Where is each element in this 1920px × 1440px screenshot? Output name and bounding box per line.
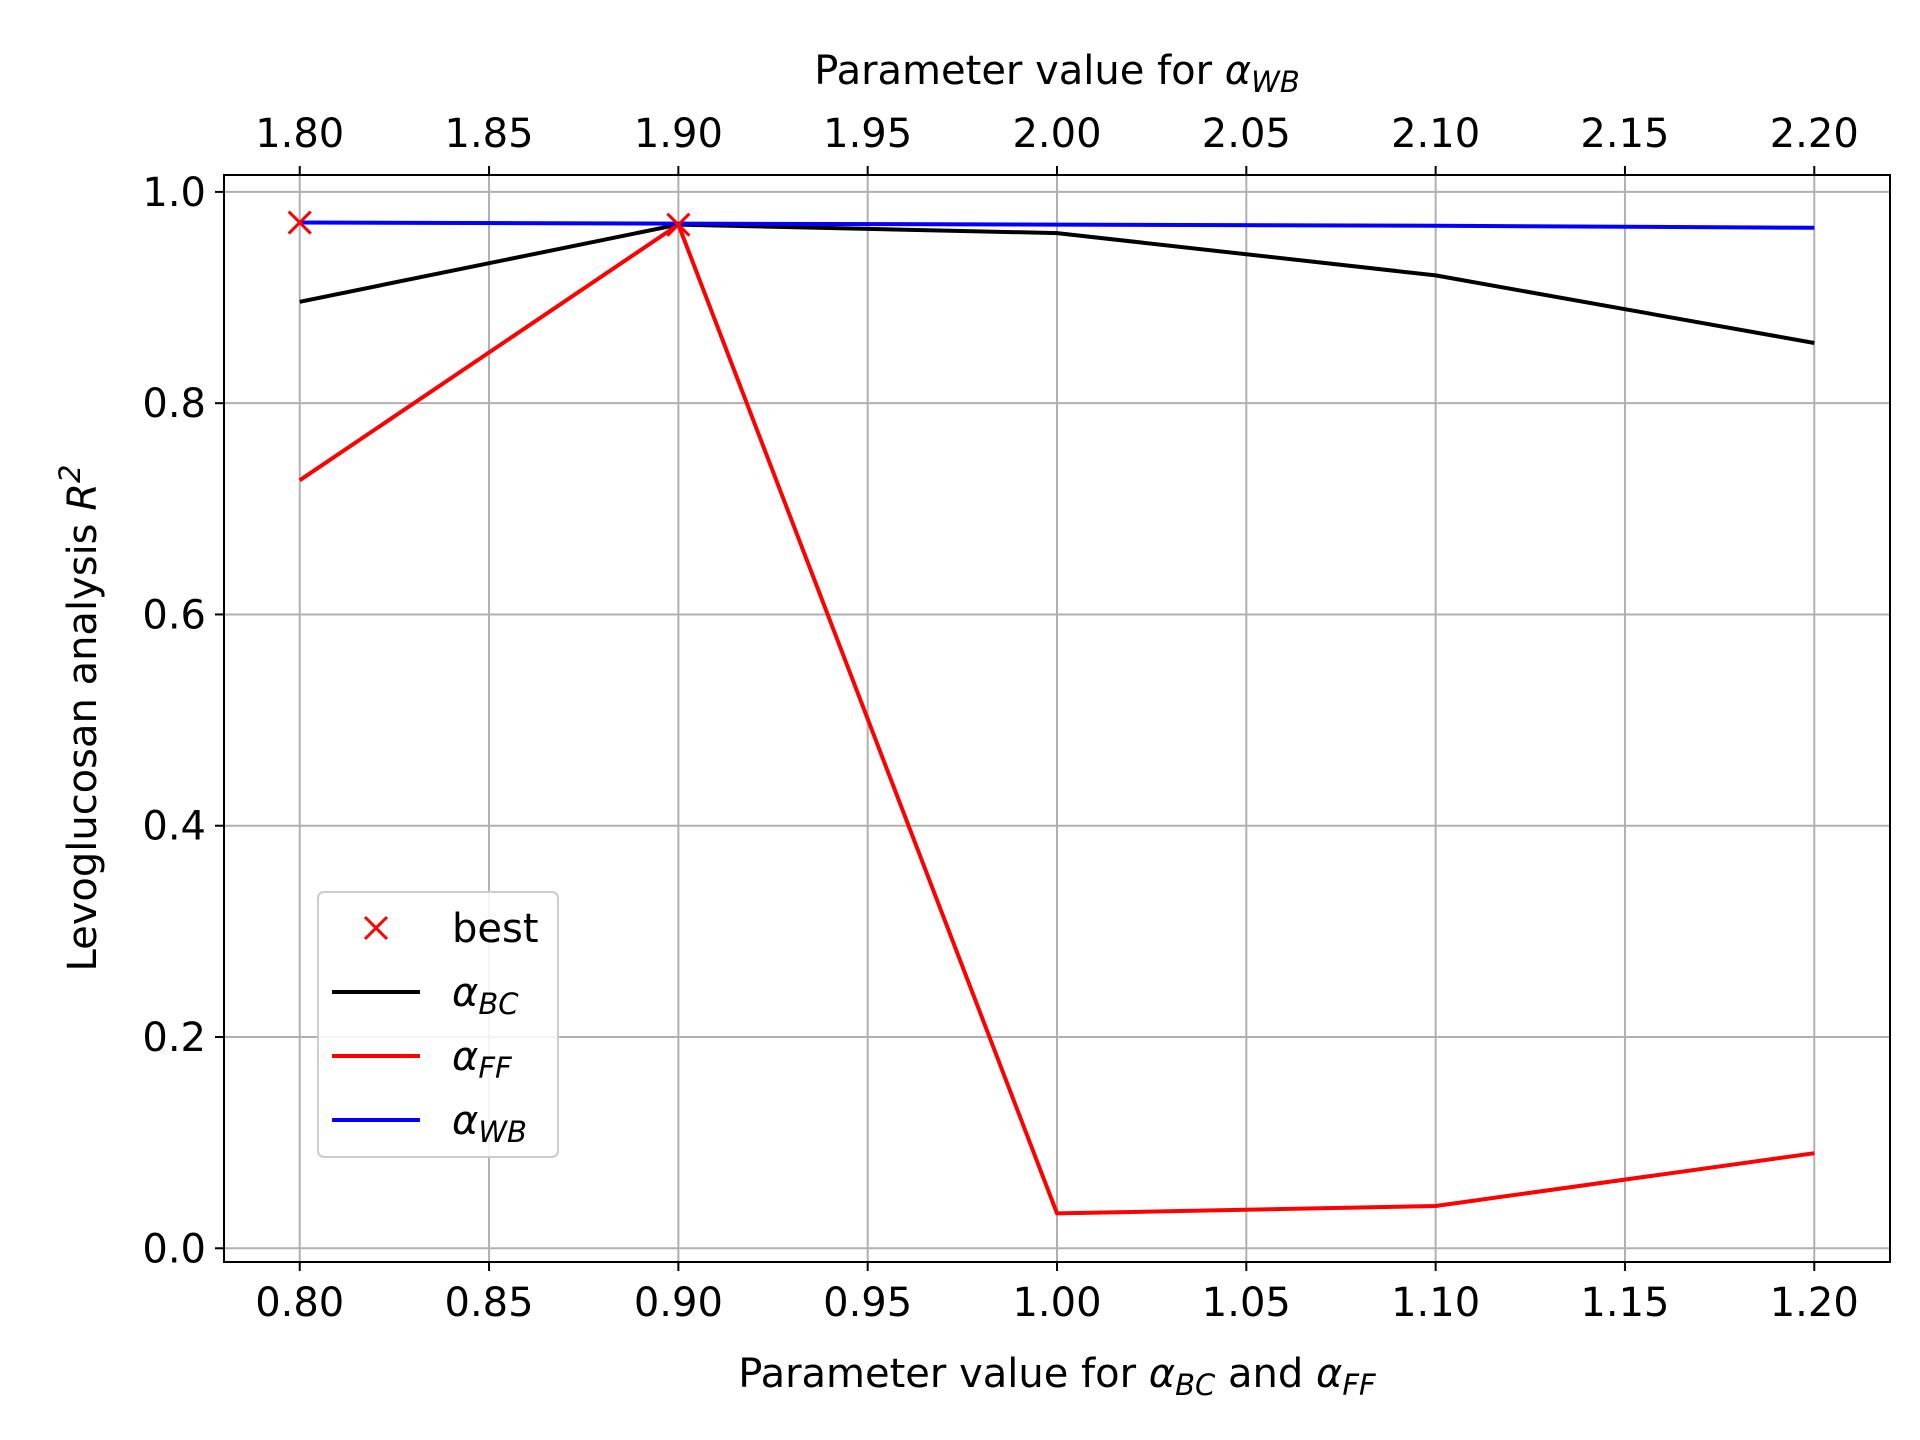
x-tick-label-top: 2.05 [1202,111,1291,157]
x-tick-label-bottom: 1.10 [1391,1280,1480,1326]
series-line-wb [299,220,1815,230]
y-tick-label: 0.4 [142,804,206,850]
legend: best αBC αFF αWB [317,891,559,1158]
y-tick-label: 0.6 [142,592,206,638]
x-tick-label-top: 1.90 [634,111,723,157]
x-tick-label-bottom: 0.90 [634,1280,723,1326]
legend-label-best: best [452,906,539,952]
series-layer [287,210,1815,1216]
axes: 0.80 0.85 0.90 0.95 1.00 1.05 1.10 1.15 1.20 1.80… [142,111,1858,1326]
y-tick-label: 0.2 [142,1015,206,1061]
legend-marker-best [363,915,389,941]
x-tick-label-bottom: 0.95 [823,1280,912,1326]
best-marker [287,210,312,235]
x-tick-label-bottom: 1.00 [1012,1280,1101,1326]
y-tick-label: 0.0 [142,1226,206,1272]
legend-label-ff: αFF [452,1034,513,1085]
x-tick-label-top: 1.95 [823,111,912,157]
series-line-bc [299,222,1815,345]
x-tick-label-top: 2.15 [1580,111,1669,157]
x-axis-label-top: Parameter value for αWB [814,48,1299,99]
x-tick-label-top: 2.10 [1391,111,1480,157]
x-axis-label-bottom: Parameter value for αBC and αFF [738,1351,1377,1402]
x-tick-label-top: 2.20 [1770,111,1859,157]
x-tick-label-bottom: 1.20 [1770,1280,1859,1326]
y-tick-label: 1.0 [142,170,206,216]
legend-label-bc: αBC [452,970,519,1021]
legend-box [317,891,559,1158]
x-tick-label-top: 1.80 [255,111,344,157]
y-tick-label: 0.8 [142,381,206,427]
x-tick-label-bottom: 1.05 [1202,1280,1291,1326]
x-tick-label-bottom: 0.80 [255,1280,344,1326]
x-tick-label-bottom: 1.15 [1580,1280,1669,1326]
best-marker [666,212,691,237]
y-axis-label: Levoglucosan analysis R2 [53,465,106,972]
legend-label-wb: αWB [452,1098,527,1149]
x-tick-label-top: 2.00 [1012,111,1101,157]
x-tick-label-bottom: 0.85 [445,1280,534,1326]
x-tick-label-top: 1.85 [445,111,534,157]
series-line-ff [298,222,1815,1216]
